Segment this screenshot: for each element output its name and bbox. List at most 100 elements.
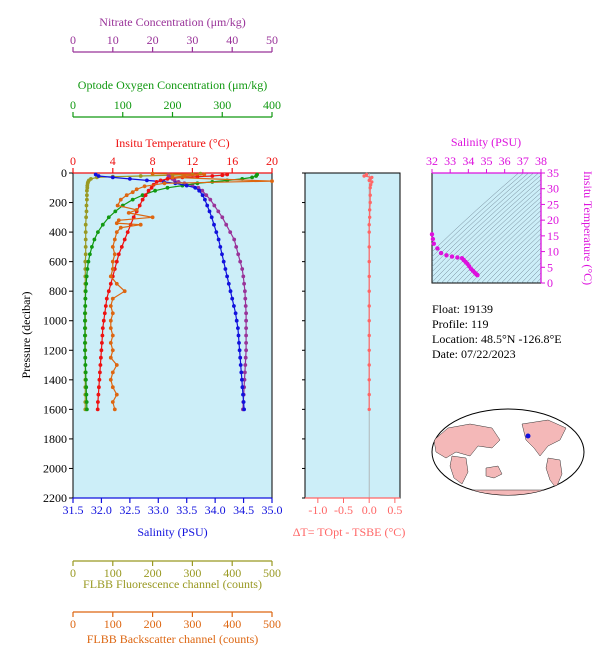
oxygen-point [83,348,87,353]
oxygen-point [83,341,87,345]
fluorescence-tick-label: 200 [144,566,162,580]
nitrate-tick-label: 20 [147,33,159,47]
backscatter-tick-label: 200 [144,617,162,631]
pressure-tick-label: 1200 [43,343,67,357]
density-contour [432,173,534,268]
backscatter-point [134,208,139,212]
ts-y-tick-label: 15 [547,229,559,243]
fluorescence-point [83,245,88,249]
temperature-tick-label: 0 [70,154,76,168]
dt-point [367,245,371,249]
density-contour [441,187,541,283]
salinity-point [203,197,207,202]
temperature-point [101,318,106,323]
salinity-point [207,209,212,214]
pressure-tick-label: 1000 [43,314,67,328]
nitrate-point [244,348,249,353]
salinity-point [236,326,240,330]
salinity-point [221,259,226,264]
density-contour [432,173,529,263]
salinity-point [240,385,245,390]
salinity-point [96,174,101,178]
salinity-point [228,289,233,294]
salinity-tick-label: 34.0 [205,503,226,517]
oxygen-point [83,363,88,367]
info-date: Date: 07/22/2023 [432,347,516,361]
fluorescence-axis-label: FLBB Fluorescence channel (counts) [83,577,262,591]
fluorescence-tick-label: 500 [263,566,281,580]
pressure-tick-label: 200 [49,196,67,210]
oxygen-point [165,185,170,190]
temperature-point [165,177,170,181]
backscatter-point [116,218,121,223]
backscatter-axis-label: FLBB Backscatter channel (counts) [87,632,259,646]
nitrate-point [244,318,249,323]
oxygen-point [100,222,105,227]
salinity-tick-label: 33.0 [148,503,169,517]
nitrate-point [243,289,247,294]
temperature-point [131,215,136,220]
fluorescence-point [84,215,88,220]
fluorescence-point [83,230,88,235]
salinity-point [241,400,246,404]
nitrate-tick-label: 10 [107,33,119,47]
oxygen-point [83,333,87,338]
fluorescence-point [85,193,89,198]
salinity-point [237,341,241,345]
dt-point [368,193,372,197]
density-contour [446,192,541,283]
oxygen-axis-label: Optode Oxygen Concentration (μm/kg) [78,78,267,92]
salinity-point [236,333,241,338]
backscatter-point [110,400,115,404]
nitrate-point [224,222,229,227]
backscatter-point [110,245,115,249]
density-contour [531,272,541,283]
oxygen-point [84,400,89,404]
ts-point [429,232,435,237]
oxygen-tick-label: 200 [164,98,182,112]
float-location-marker [525,433,531,439]
dt-point [369,183,373,187]
salinity-point [93,172,98,177]
temperature-point [116,252,121,257]
pressure-tick-label: 1400 [43,373,67,387]
dt-tick-label: -1.0 [308,503,327,517]
nitrate-point [244,311,249,316]
salinity-point [193,185,198,190]
nitrate-point [220,215,225,220]
backscatter-point [150,171,155,176]
dt-axis-label: ΔT= TOpt - TSBE (°C) [293,525,406,539]
dt-point [362,174,366,178]
backscatter-point [162,181,167,186]
oxygen-point [250,175,255,180]
ts-x-tick-label: 32 [426,154,438,168]
density-contour [436,183,541,283]
info-profile: Profile: 119 [432,317,489,331]
nitrate-tick-label: 30 [186,33,198,47]
density-contour [432,173,519,253]
info-location: Location: 48.5°N -126.8°E [432,332,562,346]
dt-point [368,208,372,212]
density-contour [432,173,524,258]
temperature-tick-label: 16 [226,154,238,168]
location-map [431,408,585,496]
backscatter-point [126,211,131,215]
backscatter-point [134,187,139,192]
temperature-point [104,296,109,301]
info-float: Float: 19139 [432,302,493,316]
backscatter-point [170,175,175,180]
backscatter-point [110,385,115,390]
salinity-point [238,363,243,367]
fluorescence-point [84,209,89,214]
backscatter-point [108,341,113,345]
backscatter-point [114,221,119,226]
dt-point [367,274,371,279]
salinity-point [127,177,132,181]
oxygen-point [153,188,158,193]
salinity-tick-label: 34.5 [233,503,254,517]
oxygen-point [83,304,88,308]
backscatter-point [182,174,187,178]
backscatter-point [130,190,135,195]
nitrate-tick-label: 50 [266,33,278,47]
